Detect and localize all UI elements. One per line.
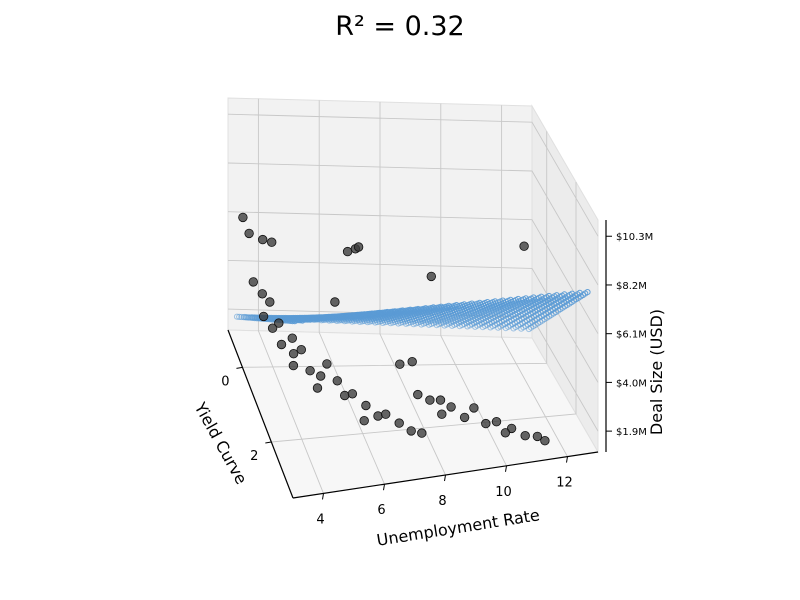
data-point — [381, 409, 391, 419]
x-tick-mark — [322, 493, 324, 500]
data-point — [288, 360, 299, 371]
data-point — [305, 366, 315, 376]
data-point — [265, 297, 275, 307]
data-point — [332, 376, 343, 386]
data-point — [258, 234, 268, 245]
data-point — [373, 411, 383, 421]
plane-marker — [303, 316, 310, 323]
plane-marker — [584, 289, 591, 296]
y-gridline — [242, 131, 548, 368]
data-point — [425, 395, 435, 405]
data-point — [296, 345, 307, 355]
z-tick-label: $10.3M — [616, 232, 653, 243]
plane-marker — [249, 314, 256, 321]
data-point — [238, 212, 248, 223]
z-tick-label: $8.2M — [616, 281, 647, 292]
x-tick-mark — [566, 456, 568, 463]
z-tick-label: $6.1M — [616, 330, 647, 341]
regression-plane — [233, 289, 591, 333]
data-point — [426, 271, 437, 282]
x-tick-label: 8 — [438, 494, 446, 509]
y-tick-mark — [236, 366, 243, 369]
data-point — [342, 246, 353, 257]
data-point — [519, 241, 529, 251]
data-point — [417, 428, 427, 438]
plane-marker — [233, 313, 241, 320]
data-point — [435, 395, 446, 405]
chart-title: R² = 0.32 — [335, 11, 465, 42]
data-point — [274, 318, 284, 328]
plane-marker — [310, 316, 317, 323]
data-point — [359, 416, 369, 426]
z-gridline — [227, 308, 599, 432]
data-point — [540, 436, 550, 446]
x-tick-mark — [444, 474, 446, 482]
data-point — [394, 418, 404, 428]
data-point — [316, 371, 326, 381]
data-point — [413, 389, 423, 400]
data-point — [406, 426, 416, 436]
data-point — [395, 359, 405, 369]
data-point — [437, 409, 447, 419]
x-tick-label: 6 — [377, 503, 385, 518]
data-point — [330, 297, 340, 307]
x-tick-label: 4 — [316, 512, 324, 527]
x-tick-label: 10 — [495, 485, 512, 500]
data-point — [491, 417, 502, 427]
data-point — [287, 333, 298, 343]
z-tick-label: $1.9M — [616, 427, 647, 438]
x-tick-label: 12 — [556, 476, 573, 491]
plane-marker — [341, 318, 348, 325]
data-point — [267, 323, 278, 333]
plane-marker — [295, 316, 302, 323]
y-gridline — [271, 182, 577, 443]
data-point — [361, 400, 371, 411]
y-axis-line — [227, 329, 294, 499]
data-point — [347, 389, 358, 399]
data-point — [248, 277, 259, 287]
data-point — [353, 242, 364, 252]
data-point — [481, 418, 491, 429]
data-point — [322, 359, 332, 369]
data-point — [407, 357, 417, 367]
data-point — [276, 339, 287, 350]
z-gridline — [227, 113, 599, 237]
data-point — [520, 431, 530, 441]
y-tick-label: 2 — [250, 449, 258, 464]
z-gridline — [227, 259, 599, 383]
plane-marker — [318, 317, 325, 324]
data-point — [288, 349, 299, 359]
z-gridline — [227, 162, 599, 286]
x-tick-mark — [383, 484, 385, 491]
x-axis-label: Unemployment Rate — [375, 505, 541, 550]
y-axis-label: Yield Curve — [190, 398, 251, 487]
data-point — [446, 402, 456, 412]
z-tick-label: $4.0M — [616, 378, 647, 389]
z-axis-label: Deal Size (USD) — [647, 309, 666, 435]
data-point — [244, 228, 254, 239]
data-point — [459, 412, 470, 423]
data-point — [258, 311, 269, 322]
z-gridline — [227, 211, 599, 334]
data-point — [312, 383, 323, 393]
x-tick-mark — [505, 465, 507, 472]
plane-marker — [326, 317, 333, 324]
plane-marker — [241, 313, 248, 321]
data-points — [238, 212, 550, 446]
plane-marker — [333, 317, 340, 324]
y-tick-label: 0 — [221, 374, 229, 389]
data-point — [469, 403, 479, 413]
plane-marker — [287, 315, 294, 323]
data-point — [257, 289, 268, 299]
tick-labels: 4 6 8 10 12 0 2 $1.9M $4.0M $6.1M $8.2M $10.3M — [221, 232, 653, 527]
data-point — [532, 431, 543, 442]
y-tick-mark — [265, 441, 272, 444]
plane-marker — [280, 315, 287, 322]
data-point — [340, 390, 350, 401]
data-point — [267, 237, 277, 247]
data-point — [500, 428, 511, 438]
